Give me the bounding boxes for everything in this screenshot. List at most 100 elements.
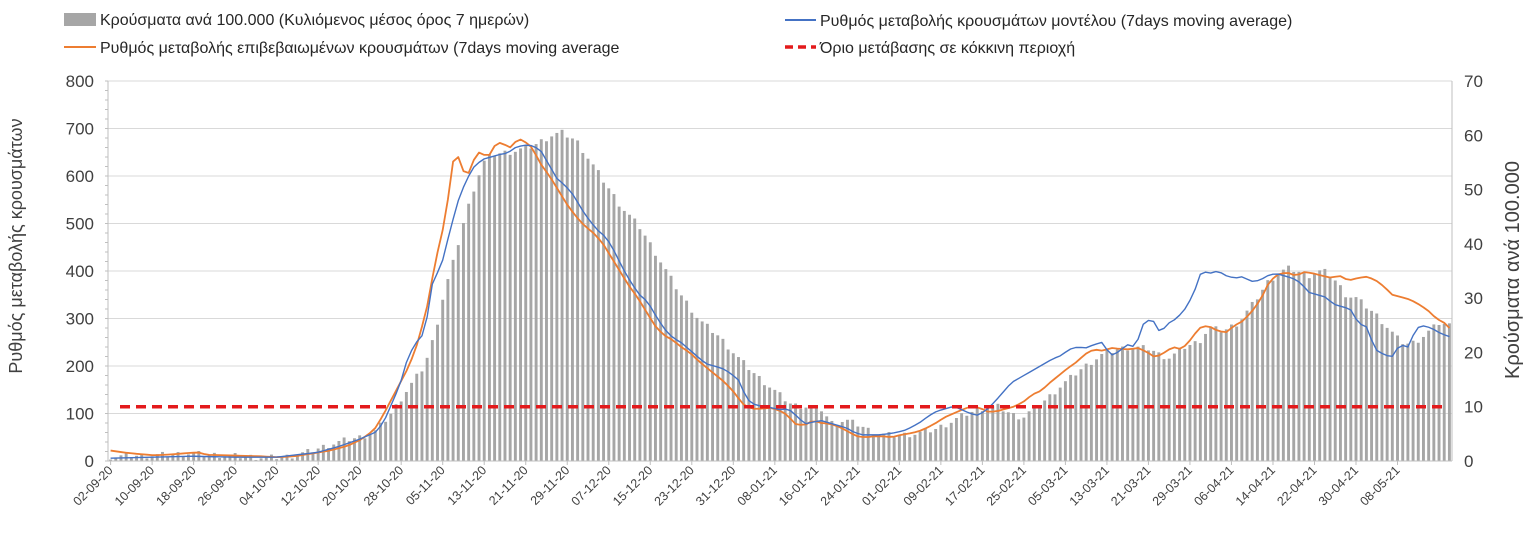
bar-cases [659, 262, 663, 461]
bar-cases [1193, 341, 1197, 461]
bar-cases [1370, 310, 1374, 461]
bar-cases [456, 245, 460, 461]
bar-cases [778, 392, 782, 461]
y-left-tick-label: 400 [66, 262, 94, 281]
bar-cases [783, 401, 787, 461]
legend-label-confirmed: Ρυθμός μεταβολής επιβεβαιωμένων κρουσμάτ… [100, 40, 620, 57]
bar-cases [1172, 353, 1176, 461]
legend: Κρούσματα ανά 100.000 (Κυλιόμενος μέσος … [64, 12, 1292, 57]
gridlines [108, 80, 1452, 414]
bar-cases [705, 323, 709, 461]
bar-cases [965, 415, 969, 461]
bar-cases [674, 289, 678, 461]
legend-label-model: Ρυθμός μεταβολής κρουσμάτων μοντέλου (7d… [820, 13, 1292, 30]
bar-cases [280, 456, 284, 461]
bar-cases [1287, 265, 1290, 461]
bar-cases [949, 422, 953, 461]
y-right-tick-label: 50 [1464, 181, 1483, 200]
bar-cases [1442, 323, 1446, 461]
bar-cases [238, 458, 242, 461]
bar-cases [145, 458, 149, 461]
bar-cases [622, 210, 626, 461]
bar-cases [472, 191, 476, 461]
x-tick-label: 30-04-21 [1316, 463, 1361, 508]
bar-cases [861, 426, 865, 461]
bar-cases [1204, 333, 1207, 461]
x-tick-label: 09-02-21 [901, 463, 946, 508]
bar-cases [897, 435, 901, 461]
bar-cases [1245, 310, 1249, 461]
bar-cases [1141, 345, 1145, 461]
bar-cases [1338, 285, 1342, 461]
bar-cases [960, 413, 964, 461]
bar-cases [1437, 325, 1441, 461]
bar-cases [638, 229, 642, 461]
bar-cases [373, 430, 377, 461]
bar-cases [1198, 343, 1202, 461]
bar-cases [1048, 394, 1052, 461]
bar-cases [820, 411, 823, 461]
bar-cases [695, 317, 699, 461]
bar-cases [425, 357, 429, 461]
bar-cases [664, 269, 668, 461]
bar-cases [1038, 406, 1041, 461]
bar-cases [524, 145, 528, 462]
bar-cases [685, 300, 689, 461]
x-tick-label: 15-12-20 [610, 463, 655, 508]
legend-label-threshold: Όριο μετάβασης σε κόκκινη περιοχή [819, 40, 1075, 57]
y-left-tick-label: 700 [66, 120, 94, 139]
bar-cases [337, 441, 341, 461]
bar-cases [420, 371, 424, 461]
x-tick-label: 07-12-20 [569, 463, 614, 508]
y-left-tick-label: 200 [66, 357, 94, 376]
bar-cases [539, 139, 543, 462]
bar-cases [1084, 363, 1088, 461]
bar-cases [835, 424, 839, 461]
bar-cases [477, 175, 481, 462]
bar-cases [1276, 274, 1280, 461]
bar-cases [612, 194, 616, 461]
bar-cases [1385, 327, 1389, 461]
bar-cases [1012, 413, 1015, 461]
bar-cases [244, 456, 247, 461]
bar-cases [877, 435, 881, 461]
bar-cases [1390, 331, 1394, 461]
bar-cases [1157, 352, 1161, 461]
y-right-tick-label: 10 [1464, 398, 1483, 417]
bar-cases [181, 456, 185, 461]
x-tick-label: 14-04-21 [1233, 463, 1278, 508]
bar-cases [171, 454, 175, 461]
bar-cases [1121, 346, 1124, 461]
y-left-tick-label: 300 [66, 310, 94, 329]
bar-cases [986, 408, 990, 461]
bar-cases [503, 150, 507, 461]
bar-cases [508, 154, 512, 462]
bar-cases [856, 426, 860, 461]
bar-cases [1131, 348, 1135, 461]
bar-cases [1271, 280, 1275, 461]
bar-cases [295, 455, 299, 461]
bar-cases [1167, 358, 1171, 461]
x-tick-label: 18-09-20 [153, 463, 198, 508]
bar-cases [1411, 340, 1415, 461]
bar-cases [327, 448, 330, 461]
y-right-tick-label: 0 [1464, 452, 1473, 471]
bar-cases [1396, 335, 1399, 461]
bar-cases [1224, 329, 1228, 461]
x-tick-label: 20-10-20 [320, 463, 365, 508]
bar-cases [1255, 299, 1259, 461]
bar-cases [259, 458, 263, 461]
bar-cases [737, 357, 740, 461]
bar-cases [804, 407, 808, 461]
bar-cases [581, 152, 585, 462]
bar-cases [716, 335, 720, 461]
bar-cases [1416, 342, 1420, 461]
bar-cases [794, 403, 798, 461]
bar-cases [1017, 419, 1021, 461]
y-left-tick-label: 600 [66, 167, 94, 186]
rate-lines [110, 138, 1451, 459]
bar-cases [648, 242, 652, 461]
bar-cases [654, 255, 657, 461]
bar-cases [747, 370, 751, 461]
